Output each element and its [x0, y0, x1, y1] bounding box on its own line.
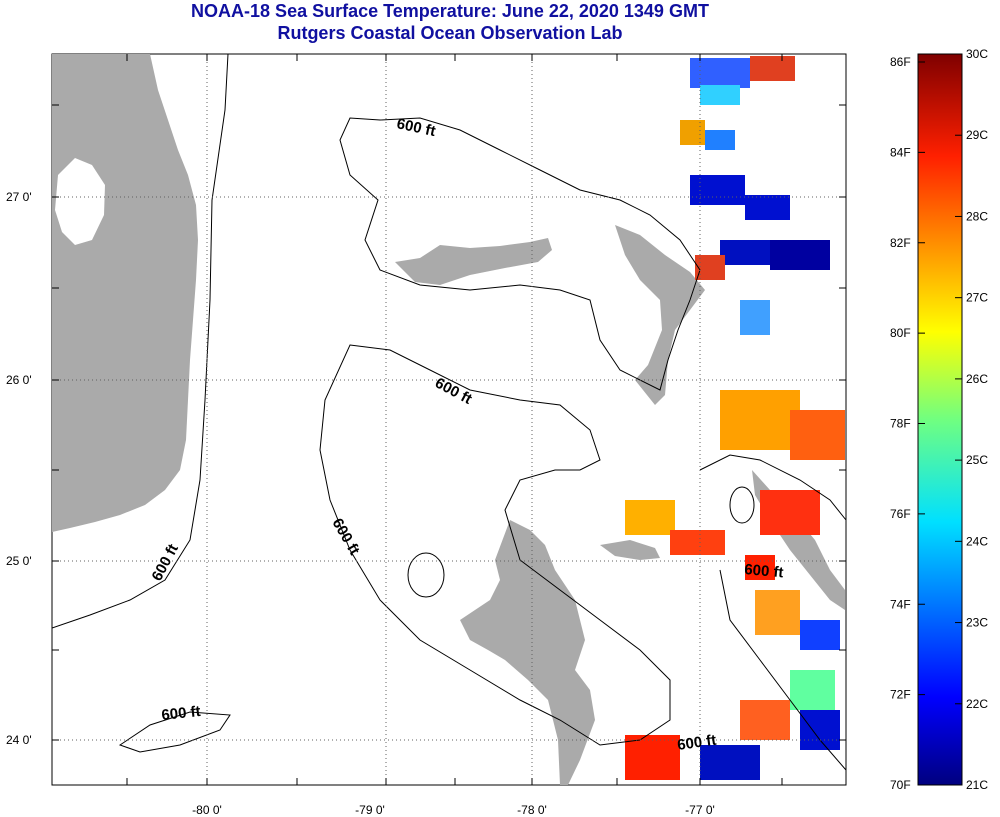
lon-tick-label: -80 0'	[192, 803, 222, 817]
colorbar-f-label: 86F	[890, 55, 911, 69]
lat-tick-label: 25 0'	[6, 554, 32, 568]
colorbar-f-label: 76F	[890, 507, 911, 521]
gridlines	[52, 54, 846, 785]
lon-tick-label: -79 0'	[355, 803, 385, 817]
frame-ticks	[52, 54, 846, 785]
colorbar-f-label: 80F	[890, 326, 911, 340]
colorbar-f-label: 84F	[890, 145, 911, 159]
lat-tick-label: 24 0'	[6, 733, 32, 747]
grand-bahama-land	[395, 238, 552, 285]
lon-tick-label: -78 0'	[517, 803, 547, 817]
lon-tick-label: -77 0'	[685, 803, 715, 817]
colorbar-c-label: 22C	[966, 697, 988, 711]
colorbar-c-label: 30C	[966, 47, 988, 61]
colorbar	[917, 53, 963, 786]
colorbar-c-label: 27C	[966, 291, 988, 305]
lake-okeechobee	[55, 158, 105, 245]
colorbar-f-label: 74F	[890, 597, 911, 611]
contour-label: 600 ft	[744, 561, 785, 581]
abaco-land	[615, 225, 705, 405]
colorbar-f-labels: 86F 84F 82F 80F 78F 76F 74F 72F 70F	[890, 55, 925, 792]
contour-label: 600 ft	[161, 703, 202, 724]
colorbar-f-label: 72F	[890, 688, 911, 702]
colorbar-c-label: 28C	[966, 209, 988, 223]
colorbar-f-label: 82F	[890, 236, 911, 250]
colorbar-f-label: 70F	[890, 778, 911, 792]
andros-land	[460, 520, 595, 785]
colorbar-c-label: 26C	[966, 372, 988, 386]
colorbar-c-labels: 30C 29C 28C 27C 26C 25C 24C 23C 22C 21C	[955, 47, 988, 792]
lat-tick-label: 26 0'	[6, 373, 32, 387]
colorbar-c-label: 25C	[966, 453, 988, 467]
colorbar-c-label: 29C	[966, 128, 988, 142]
map-subtitle: Rutgers Coastal Ocean Observation Lab	[277, 23, 623, 43]
colorbar-f-label: 78F	[890, 417, 911, 431]
contour-label: 600 ft	[676, 732, 717, 754]
eleuthera-land	[600, 540, 660, 560]
colorbar-c-label: 24C	[966, 534, 988, 548]
map-title: NOAA-18 Sea Surface Temperature: June 22…	[191, 1, 709, 21]
lat-tick-label: 27 0'	[6, 190, 32, 204]
colorbar-c-label: 21C	[966, 778, 988, 792]
colorbar-c-label: 23C	[966, 616, 988, 630]
